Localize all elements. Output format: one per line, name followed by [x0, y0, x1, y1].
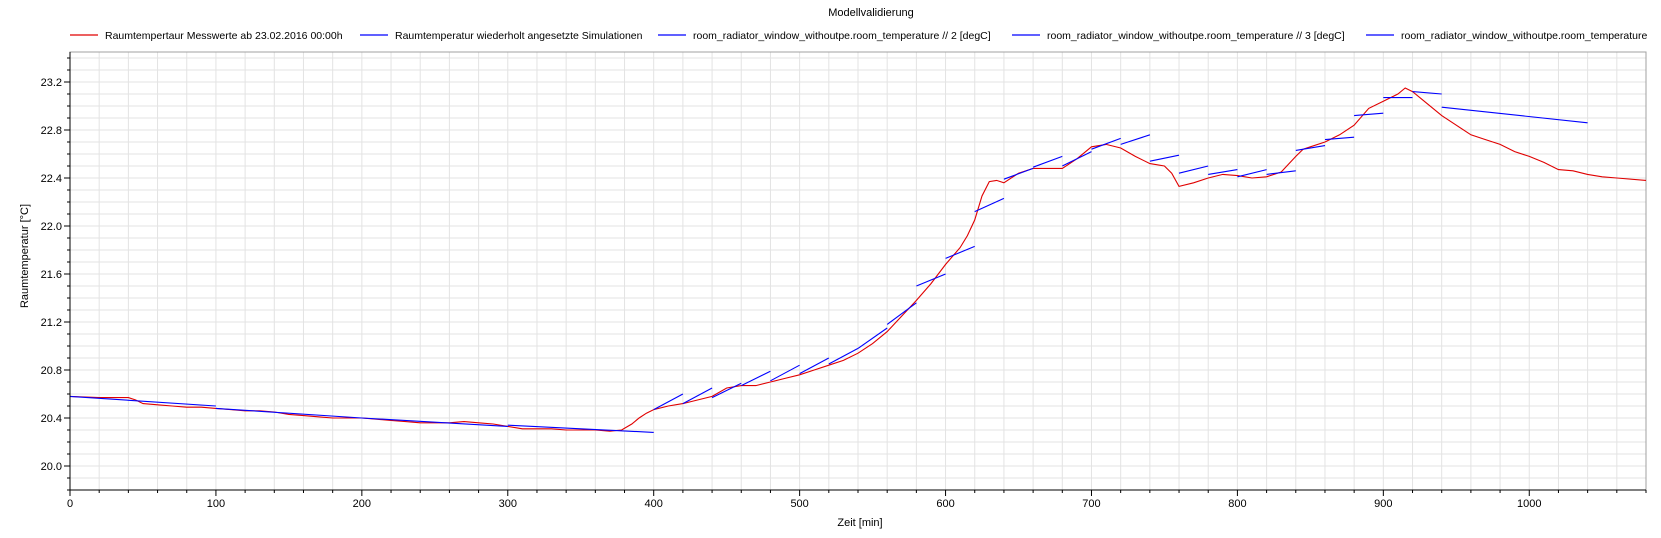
series-line-segment	[945, 245, 975, 259]
series-line-segment	[682, 387, 713, 405]
series-line-segment	[361, 417, 508, 427]
series-line-segment	[215, 407, 362, 419]
series-line-segment	[1208, 169, 1238, 175]
x-tick-label: 500	[790, 498, 808, 510]
series-line-segment	[1412, 91, 1442, 95]
series-line-segment	[799, 357, 830, 375]
chart-title: Modellvalidierung	[828, 7, 914, 19]
grid	[69, 52, 1647, 491]
x-tick-label: 100	[207, 498, 225, 510]
series-line-segment	[770, 364, 800, 382]
series-line-segment	[1032, 155, 1063, 168]
x-tick-label: 0	[67, 498, 73, 510]
x-axis-label: Zeit [min]	[837, 517, 882, 529]
series-line-segment	[1062, 151, 1092, 167]
series-line-segment	[1354, 112, 1384, 117]
series-line-segment	[507, 424, 654, 433]
series-line-segment	[1149, 154, 1180, 162]
legend-item: Raumtemperatur wiederholt angesetzte Sim…	[360, 30, 643, 42]
y-tick-label: 20.8	[41, 365, 62, 377]
series-line-segment	[1324, 136, 1355, 141]
y-tick-label: 22.8	[41, 125, 62, 137]
series-line-segment	[886, 302, 917, 325]
y-tick-label: 23.2	[41, 77, 62, 89]
series-line-segment	[1441, 106, 1588, 124]
series-line-segment	[828, 347, 859, 365]
x-tick-label: 1000	[1517, 498, 1541, 510]
legend-label: room_radiator_window_withoutpe.room_temp…	[1401, 30, 1647, 42]
y-tick-label: 20.4	[41, 413, 62, 425]
legend-label: Raumtemperatur wiederholt angesetzte Sim…	[395, 30, 643, 42]
series-layer	[70, 87, 1646, 433]
series-line-segment	[1266, 170, 1296, 175]
y-tick-label: 21.2	[41, 317, 62, 329]
x-tick-label: 300	[499, 498, 517, 510]
y-tick-label: 21.6	[41, 269, 62, 281]
series-line-segment	[857, 327, 888, 349]
x-axis: 0 100 200 300 400 500 600 700 800 900 1000	[67, 489, 1647, 510]
legend-label: Raumtempertaur Messwerte ab 23.02.2016 0…	[105, 30, 343, 42]
legend-label: room_radiator_window_withoutpe.room_temp…	[1047, 30, 1345, 42]
series-line-segment	[1178, 165, 1209, 174]
legend-item: room_radiator_window_withoutpe.room_temp…	[1012, 30, 1345, 42]
series-line-segment	[1003, 167, 1034, 180]
legend: Raumtempertaur Messwerte ab 23.02.2016 0…	[70, 30, 1647, 42]
legend-item: Raumtempertaur Messwerte ab 23.02.2016 0…	[70, 30, 343, 42]
y-tick-label: 22.0	[41, 221, 62, 233]
x-tick-label: 800	[1228, 498, 1246, 510]
x-tick-label: 200	[353, 498, 371, 510]
series-line-segment	[741, 370, 771, 387]
y-axis: 20.0 20.4 20.8 21.2 21.6 22.0 22.4 22.8 23.2	[41, 52, 71, 491]
x-tick-label: 900	[1374, 498, 1392, 510]
series-line-segment	[70, 395, 216, 407]
y-axis-label: Raumtemperatur [°C]	[19, 204, 31, 308]
x-tick-label: 600	[936, 498, 954, 510]
series-line-segment	[1120, 134, 1151, 145]
series-line-segment	[653, 393, 684, 411]
series-line-segment	[974, 197, 1005, 213]
legend-label: room_radiator_window_withoutpe.room_temp…	[693, 30, 991, 42]
legend-item: room_radiator_window_withoutpe.room_temp…	[1366, 30, 1647, 42]
y-tick-label: 20.0	[41, 461, 62, 473]
series-line-segment	[916, 273, 946, 287]
series-line-segment	[711, 382, 742, 399]
y-tick-label: 22.4	[41, 173, 62, 185]
series-2	[70, 91, 1588, 433]
x-tick-label: 700	[1082, 498, 1100, 510]
series-line-segment	[1091, 137, 1121, 150]
series-line-segment	[1237, 169, 1267, 178]
legend-item: room_radiator_window_withoutpe.room_temp…	[658, 30, 991, 42]
series-line-segment	[1295, 145, 1326, 151]
x-tick-label: 400	[645, 498, 663, 510]
